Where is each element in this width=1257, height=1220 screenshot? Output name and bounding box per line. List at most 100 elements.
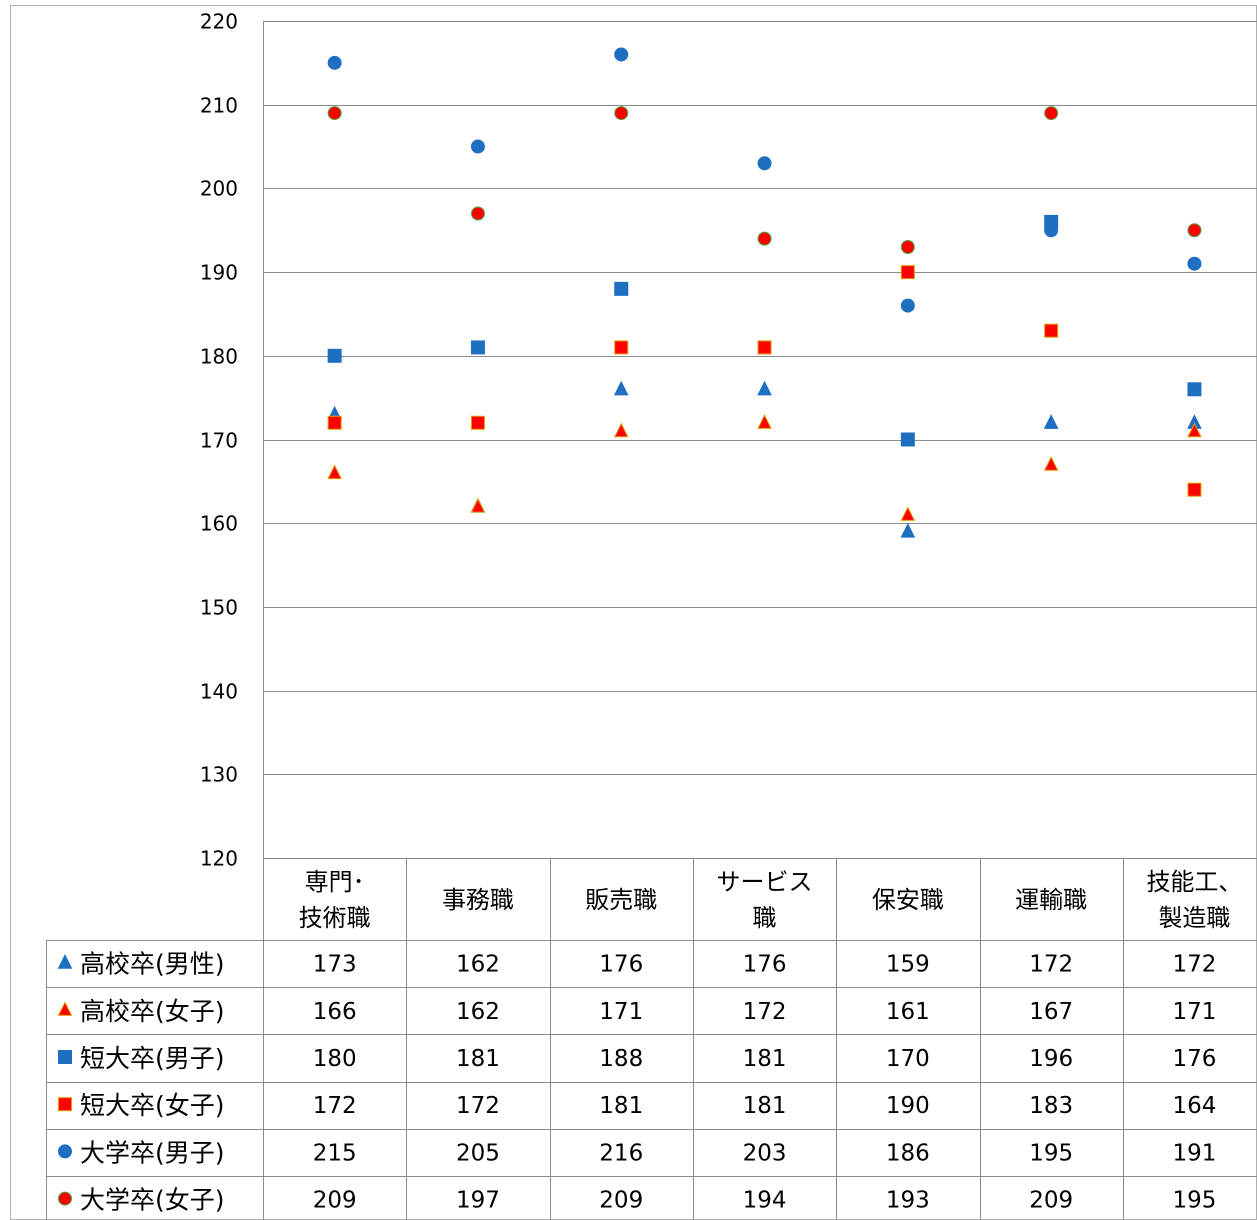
table-value: 181 xyxy=(743,1093,787,1119)
category-label: 保安職 xyxy=(872,886,944,914)
y-tick-label: 120 xyxy=(200,847,238,871)
point-square xyxy=(757,340,772,355)
point-triangle xyxy=(757,414,772,429)
table-value: 209 xyxy=(1029,1188,1073,1214)
y-tick-label: 180 xyxy=(200,345,238,369)
table-value: 195 xyxy=(1172,1188,1216,1214)
series-label: 高校卒(女子) xyxy=(80,997,225,1026)
y-tick-label: 140 xyxy=(200,680,238,704)
table-value: 191 xyxy=(1172,1140,1216,1166)
y-tick-label: 210 xyxy=(200,94,238,118)
table-value: 172 xyxy=(1029,952,1073,978)
table-value: 180 xyxy=(313,1046,357,1072)
category-label: 技術職 xyxy=(299,904,371,932)
table-value: 176 xyxy=(599,952,643,978)
table-value: 183 xyxy=(1029,1093,1073,1119)
table-value: 194 xyxy=(743,1188,787,1214)
table-value: 181 xyxy=(743,1046,787,1072)
table-value: 209 xyxy=(599,1188,643,1214)
table-value: 188 xyxy=(599,1046,643,1072)
legend-key-triangle xyxy=(57,1001,73,1016)
point-circle xyxy=(327,55,342,70)
table-value: 196 xyxy=(1029,1046,1073,1072)
point-circle xyxy=(614,106,629,121)
table-value: 209 xyxy=(313,1188,357,1214)
table-value: 205 xyxy=(456,1140,500,1166)
y-tick-label: 190 xyxy=(200,261,238,285)
legend-key-square xyxy=(58,1097,72,1112)
point-triangle xyxy=(900,506,916,521)
point-triangle xyxy=(1043,414,1059,429)
table-value: 172 xyxy=(313,1093,357,1119)
y-tick-label: 130 xyxy=(200,763,238,787)
table-value: 170 xyxy=(886,1046,930,1072)
chart-border xyxy=(10,5,1257,1220)
table-value: 167 xyxy=(1029,999,1073,1025)
table-value: 171 xyxy=(599,999,643,1025)
point-triangle xyxy=(613,422,629,438)
category-label: 専門･ xyxy=(305,868,365,896)
data-points xyxy=(327,47,1202,538)
table-value: 162 xyxy=(456,952,500,978)
legend-key-square xyxy=(58,1050,72,1064)
point-circle xyxy=(327,106,342,121)
point-triangle xyxy=(327,464,342,480)
y-tick-label: 160 xyxy=(200,512,238,536)
point-square xyxy=(327,348,342,363)
point-square xyxy=(614,281,629,296)
table-value: 172 xyxy=(1172,952,1216,978)
point-circle xyxy=(757,231,772,246)
point-circle xyxy=(757,156,772,171)
y-tick-label: 150 xyxy=(200,596,238,620)
point-circle xyxy=(1044,223,1059,238)
table-value: 159 xyxy=(886,952,930,978)
legend-key-circle xyxy=(58,1144,72,1159)
legend-key-circle xyxy=(58,1191,72,1206)
point-triangle xyxy=(470,497,486,513)
table-value: 176 xyxy=(743,952,787,978)
point-triangle xyxy=(757,380,772,396)
category-label: 製造職 xyxy=(1158,904,1230,932)
table-value: 172 xyxy=(456,1093,500,1119)
point-square xyxy=(900,265,915,280)
point-square xyxy=(1187,382,1202,397)
table-value: 195 xyxy=(1029,1140,1073,1166)
table-value: 190 xyxy=(886,1093,930,1119)
point-circle xyxy=(1044,106,1059,121)
table-value: 181 xyxy=(599,1093,643,1119)
point-circle xyxy=(1187,223,1202,238)
table-value: 216 xyxy=(599,1140,643,1166)
legend-key-triangle xyxy=(57,954,73,969)
gridlines xyxy=(263,21,1257,859)
category-label: 販売職 xyxy=(585,886,657,914)
point-square xyxy=(1044,323,1059,338)
table-value: 197 xyxy=(456,1188,500,1214)
category-label: 運輸職 xyxy=(1015,886,1087,914)
table-value: 172 xyxy=(743,999,787,1025)
table-value: 215 xyxy=(313,1140,357,1166)
category-label: 技能工、 xyxy=(1146,868,1242,896)
series-label: 短大卒(女子) xyxy=(80,1091,225,1120)
point-circle xyxy=(900,239,915,254)
y-tick-label: 200 xyxy=(200,177,238,201)
point-triangle xyxy=(1187,422,1202,438)
point-square xyxy=(470,340,485,355)
y-tick-label: 170 xyxy=(200,429,238,453)
series-label: 高校卒(男性) xyxy=(80,950,225,979)
series-label: 大学卒(男子) xyxy=(80,1138,225,1167)
point-square xyxy=(327,415,342,430)
point-triangle xyxy=(900,522,916,538)
series-label: 短大卒(男子) xyxy=(80,1044,225,1073)
point-square xyxy=(900,432,915,447)
point-circle xyxy=(614,47,629,62)
point-triangle xyxy=(1043,456,1059,471)
point-square xyxy=(470,415,485,430)
category-label: 職 xyxy=(753,904,777,932)
point-circle xyxy=(1187,256,1202,271)
point-circle xyxy=(470,139,485,154)
table-value: 164 xyxy=(1172,1093,1216,1119)
table-value: 186 xyxy=(886,1140,930,1166)
point-circle xyxy=(470,206,485,221)
